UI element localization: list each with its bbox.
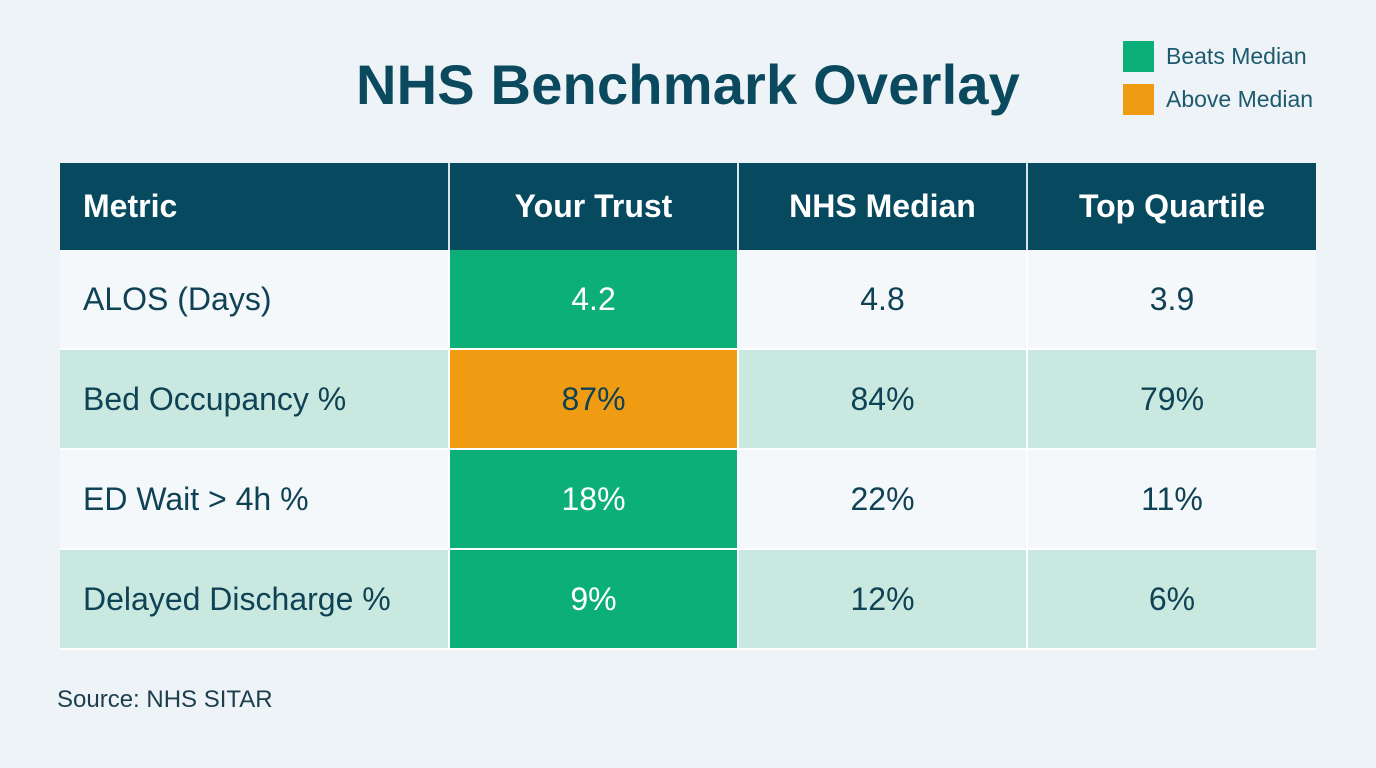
header-nhs-median: NHS Median	[739, 163, 1028, 250]
table-row: Delayed Discharge % 9% 12% 6%	[60, 550, 1316, 650]
top-quartile-cell: 3.9	[1149, 280, 1195, 317]
your-trust-cell: 9%	[450, 550, 739, 648]
legend-item-beats: Beats Median	[1123, 40, 1313, 72]
nhs-median-cell: 22%	[739, 450, 1028, 548]
nhs-median-cell: 84%	[739, 350, 1028, 448]
metric-cell: ED Wait > 4h %	[60, 450, 450, 548]
header-your-trust: Your Trust	[450, 163, 739, 250]
metric-cell: Bed Occupancy %	[60, 350, 450, 448]
table-row: Bed Occupancy % 87% 84% 79%	[60, 350, 1316, 450]
benchmark-table: Metric Your Trust NHS Median Top Quartil…	[60, 163, 1316, 650]
table-row: ED Wait > 4h % 18% 22% 11%	[60, 450, 1316, 550]
legend-swatch-beats	[1123, 40, 1154, 72]
metric-cell: Delayed Discharge %	[60, 550, 450, 648]
legend-label-above: Above Median	[1166, 85, 1314, 112]
top-quartile-cell: 6%	[1148, 580, 1196, 617]
legend: Beats Median Above Median	[1123, 40, 1313, 126]
chart-title: NHS Benchmark Overlay	[355, 53, 1021, 116]
legend-item-above: Above Median	[1123, 83, 1313, 115]
nhs-median-cell: 4.8	[739, 250, 1028, 348]
top-quartile-cell: 79%	[1139, 380, 1205, 417]
nhs-median-cell: 12%	[739, 550, 1028, 648]
table-header-row: Metric Your Trust NHS Median Top Quartil…	[60, 163, 1316, 250]
table-row: ALOS (Days) 4.2 4.8 3.9	[60, 250, 1316, 350]
header-top-quartile: Top Quartile	[1078, 188, 1266, 224]
your-trust-cell: 87%	[450, 350, 739, 448]
legend-swatch-above	[1123, 83, 1154, 115]
header-metric: Metric	[60, 163, 450, 250]
top-quartile-cell: 11%	[1141, 480, 1203, 517]
your-trust-cell: 18%	[450, 450, 739, 548]
metric-cell: ALOS (Days)	[60, 250, 450, 348]
your-trust-cell: 4.2	[450, 250, 739, 348]
source-note: Source: NHS SITAR	[57, 686, 273, 713]
legend-label-beats: Beats Median	[1166, 42, 1307, 69]
